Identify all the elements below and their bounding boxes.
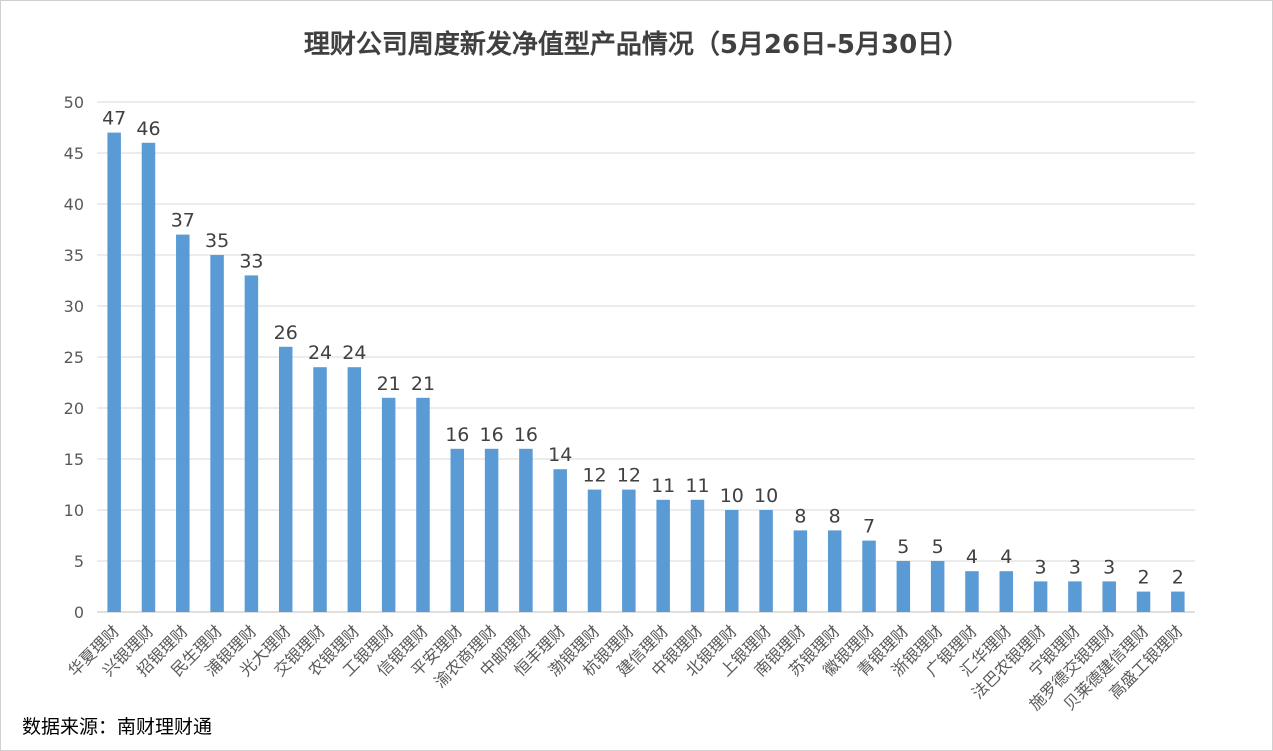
- y-tick-label: 50: [64, 93, 84, 112]
- data-label: 5: [897, 536, 909, 558]
- data-label: 37: [171, 210, 195, 232]
- y-tick-label: 15: [64, 450, 84, 469]
- data-label: 47: [102, 108, 126, 130]
- data-label: 4: [1000, 546, 1012, 568]
- data-label: 7: [863, 516, 875, 538]
- bar: [553, 469, 567, 612]
- bar: [1068, 581, 1082, 612]
- bar: [278, 346, 293, 612]
- bar: [176, 234, 190, 612]
- bar: [793, 530, 808, 612]
- bar: [759, 510, 773, 612]
- bar: [210, 255, 224, 612]
- bar: [1102, 581, 1116, 612]
- data-label: 4: [966, 546, 978, 568]
- bar: [381, 397, 396, 612]
- y-tick-label: 35: [64, 246, 84, 265]
- y-tick-label: 0: [74, 603, 84, 622]
- bar: [519, 448, 533, 612]
- data-label: 24: [342, 342, 366, 364]
- y-tick-label: 5: [74, 552, 84, 571]
- data-label: 21: [411, 373, 435, 395]
- y-tick-label: 30: [64, 297, 84, 316]
- y-tick-label: 45: [64, 144, 84, 163]
- data-label: 10: [754, 485, 778, 507]
- bar: [965, 571, 979, 612]
- bar: [622, 489, 636, 612]
- data-label: 11: [685, 475, 709, 497]
- bar: [347, 367, 362, 612]
- bar: [896, 561, 911, 612]
- data-label: 46: [136, 118, 160, 140]
- data-label: 35: [205, 230, 229, 252]
- bar: [1171, 591, 1185, 612]
- bar: [587, 489, 602, 612]
- data-label: 8: [829, 505, 841, 527]
- data-label: 33: [239, 250, 263, 272]
- bar: [313, 367, 327, 612]
- bar: [244, 275, 259, 612]
- bar: [107, 132, 121, 612]
- data-label: 5: [932, 536, 944, 558]
- bar: [690, 499, 705, 612]
- chart-title: 理财公司周度新发净值型产品情况（5月26日-5月30日）: [303, 30, 970, 60]
- data-label: 3: [1069, 556, 1081, 578]
- data-label: 16: [480, 424, 504, 446]
- bar: [862, 540, 876, 612]
- bar: [1136, 591, 1151, 612]
- data-label: 26: [274, 322, 298, 344]
- bar: [656, 499, 670, 612]
- data-label: 3: [1035, 556, 1047, 578]
- data-label: 12: [617, 465, 641, 487]
- bar: [141, 142, 156, 613]
- data-label: 12: [582, 465, 606, 487]
- bar: [450, 448, 465, 612]
- bar: [484, 448, 499, 612]
- data-label: 2: [1172, 567, 1184, 589]
- y-tick-label: 40: [64, 195, 84, 214]
- y-tick-label: 10: [64, 501, 84, 520]
- data-source-note: 数据来源：南财理财通: [22, 716, 213, 738]
- data-label: 8: [794, 505, 806, 527]
- data-label: 24: [308, 342, 332, 364]
- data-label: 11: [651, 475, 675, 497]
- data-label: 21: [377, 373, 401, 395]
- bar: [1033, 581, 1048, 612]
- bar: [827, 530, 842, 612]
- data-label: 10: [720, 485, 744, 507]
- bar: [930, 561, 945, 612]
- y-tick-label: 20: [64, 399, 84, 418]
- data-label: 16: [514, 424, 538, 446]
- bar: [725, 510, 739, 612]
- data-label: 16: [445, 424, 469, 446]
- y-tick-label: 25: [64, 348, 84, 367]
- bar: [999, 571, 1014, 612]
- data-label: 14: [548, 444, 572, 466]
- data-label: 2: [1137, 567, 1149, 589]
- bar: [416, 397, 430, 612]
- data-label: 3: [1103, 556, 1115, 578]
